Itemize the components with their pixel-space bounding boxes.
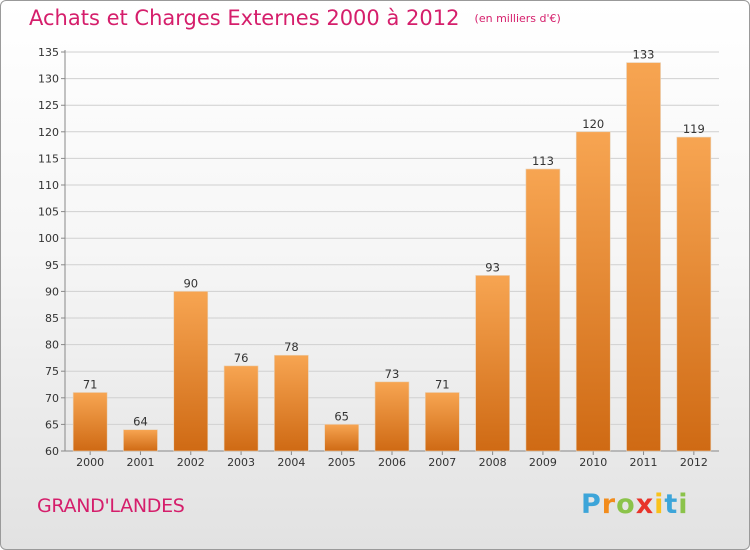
logo-letter: P <box>581 489 602 520</box>
y-tick-label: 115 <box>38 152 59 165</box>
bar-value-label: 76 <box>234 351 249 365</box>
bar-2010 <box>575 131 611 452</box>
bar-value-label: 90 <box>183 276 198 290</box>
proxiti-logo: Proxiti <box>581 489 689 520</box>
logo-letter: r <box>601 489 617 520</box>
bar-2012 <box>676 136 712 452</box>
y-tick-label: 75 <box>45 365 59 378</box>
bar-2007 <box>425 392 460 452</box>
x-tick-label: 2011 <box>630 456 658 469</box>
y-tick-label: 65 <box>45 418 59 431</box>
bar-value-label: 73 <box>385 367 400 381</box>
bar-value-label: 71 <box>83 377 98 391</box>
x-tick-label: 2001 <box>126 456 154 469</box>
bar-2006 <box>374 381 410 452</box>
logo-letter: x <box>635 489 655 520</box>
y-tick-label: 85 <box>45 312 59 325</box>
x-tick-label: 2007 <box>428 456 456 469</box>
x-tick-label: 2009 <box>529 456 557 469</box>
bar-value-label: 65 <box>334 409 349 423</box>
y-tick-label: 70 <box>45 392 59 405</box>
y-tick-label: 90 <box>45 285 59 298</box>
y-tick-label: 130 <box>38 73 59 86</box>
bar-2002 <box>173 291 209 452</box>
bars <box>72 62 712 452</box>
x-tick-label: 2006 <box>378 456 406 469</box>
bar-value-label: 71 <box>435 377 450 391</box>
x-tick-label: 2012 <box>680 456 708 469</box>
y-tick-label: 125 <box>38 99 59 112</box>
y-tick-label: 135 <box>38 46 59 59</box>
bar-value-label: 133 <box>633 48 655 62</box>
bar-2001 <box>123 429 158 452</box>
x-tick-label: 2008 <box>479 456 507 469</box>
bar-value-label: 64 <box>133 415 148 429</box>
y-tick-label: 105 <box>38 206 59 219</box>
bar-value-label: 93 <box>485 260 500 274</box>
x-tick-label: 2003 <box>227 456 255 469</box>
commune-name: GRAND'LANDES <box>37 495 185 517</box>
y-tick-label: 120 <box>38 126 59 139</box>
bar-2000 <box>72 392 108 452</box>
logo-letter: i <box>678 489 689 520</box>
logo-letter: o <box>616 489 636 520</box>
bar-value-label: 113 <box>532 154 554 168</box>
bar-value-label: 120 <box>582 117 604 131</box>
chart-title: Achats et Charges Externes 2000 à 2012 (… <box>29 6 561 30</box>
y-tick-label: 110 <box>38 179 59 192</box>
chart-unit: (en milliers d'€) <box>474 12 561 25</box>
x-tick-label: 2002 <box>177 456 205 469</box>
bar-2005 <box>324 424 359 452</box>
x-tick-label: 2010 <box>579 456 607 469</box>
logo-letter: t <box>664 489 679 520</box>
y-tick-label: 100 <box>38 232 59 245</box>
chart-title-text: Achats et Charges Externes 2000 à 2012 <box>29 6 460 30</box>
logo-letter: i <box>654 489 665 520</box>
bar-2011 <box>626 62 661 452</box>
labels: 60 65 70 75 80 85 90 95 100 105 110 115 120 125 130 135… <box>38 46 708 469</box>
x-tick-label: 2004 <box>277 456 305 469</box>
bar-2008 <box>475 275 510 452</box>
y-tick-label: 80 <box>45 339 59 352</box>
y-tick-label: 95 <box>45 259 59 272</box>
y-tick-label: 60 <box>45 445 59 458</box>
x-tick-label: 2005 <box>328 456 356 469</box>
x-tick-label: 2000 <box>76 456 104 469</box>
bar-2003 <box>223 365 259 452</box>
bar-value-label: 78 <box>284 340 299 354</box>
bar-2009 <box>525 168 561 452</box>
bar-value-label: 119 <box>683 122 705 136</box>
bar-2004 <box>274 354 309 452</box>
